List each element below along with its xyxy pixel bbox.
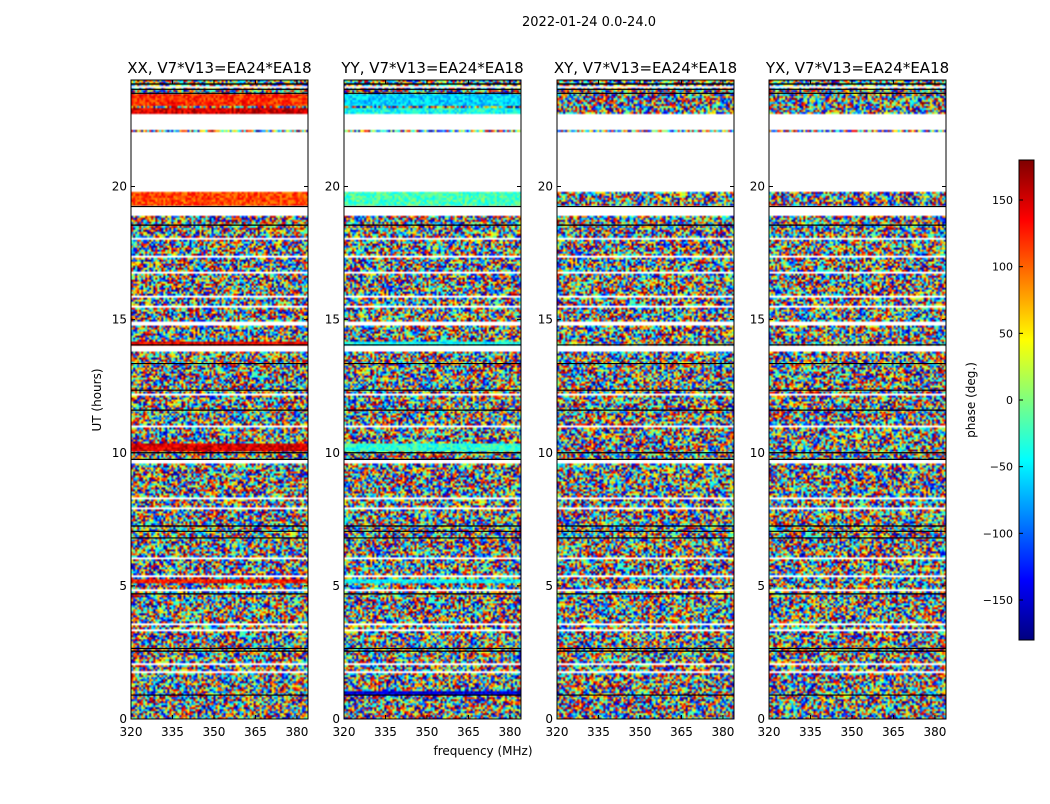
heatmap-image xyxy=(131,80,308,719)
panel-title: XY, V7*V13=EA24*EA18 xyxy=(554,59,737,77)
y-tick-label: 0 xyxy=(757,712,765,726)
heatmap-image xyxy=(769,80,946,719)
colorbar-tick-label: −150 xyxy=(983,594,1013,607)
panel-title: XX, V7*V13=EA24*EA18 xyxy=(127,59,311,77)
x-tick-label: 335 xyxy=(161,725,184,739)
x-tick-label: 320 xyxy=(758,725,781,739)
y-tick-label: 15 xyxy=(112,313,127,327)
x-tick-label: 365 xyxy=(670,725,693,739)
colorbar-tick-label: −50 xyxy=(990,461,1013,474)
y-axis-label: UT (hours) xyxy=(90,368,104,431)
panel-title: YX, V7*V13=EA24*EA18 xyxy=(765,59,949,77)
x-tick-label: 320 xyxy=(546,725,569,739)
colorbar-tick-label: 50 xyxy=(999,327,1013,340)
y-tick-label: 10 xyxy=(325,446,340,460)
x-tick-label: 380 xyxy=(285,725,308,739)
x-tick-label: 380 xyxy=(923,725,946,739)
panel-yy: YY, V7*V13=EA24*EA18 320 335 350 365 380 0 5 10 1… xyxy=(325,59,524,739)
heatmap-image xyxy=(344,80,521,719)
colorbar-tick-label: 150 xyxy=(992,194,1013,207)
y-tick-label: 15 xyxy=(325,313,340,327)
y-tick-label: 10 xyxy=(112,446,127,460)
y-tick-label: 0 xyxy=(545,712,553,726)
y-tick-label: 20 xyxy=(112,180,127,194)
y-tick-label: 0 xyxy=(332,712,340,726)
x-axis-label: frequency (MHz) xyxy=(433,744,532,758)
colorbar-tick-label: 0 xyxy=(1006,394,1013,407)
x-tick-label: 320 xyxy=(120,725,143,739)
x-tick-label: 320 xyxy=(333,725,356,739)
y-tick-label: 15 xyxy=(538,313,553,327)
x-tick-label: 350 xyxy=(841,725,864,739)
x-tick-label: 380 xyxy=(498,725,521,739)
y-tick-label: 20 xyxy=(750,180,765,194)
x-tick-label: 350 xyxy=(203,725,226,739)
panel-xx: XX, V7*V13=EA24*EA18 320 335 350 365 380 0 5 10 1… xyxy=(112,59,312,739)
x-tick-label: 380 xyxy=(711,725,734,739)
x-tick-label: 350 xyxy=(416,725,439,739)
plot-frame xyxy=(343,79,522,720)
colorbar-tick-label: −100 xyxy=(983,527,1013,540)
x-tick-label: 335 xyxy=(799,725,822,739)
plot-frame xyxy=(130,79,309,720)
y-tick-label: 5 xyxy=(119,579,127,593)
y-tick-label: 5 xyxy=(757,579,765,593)
colorbar-label: phase (deg.) xyxy=(964,362,978,438)
y-tick-label: 0 xyxy=(119,712,127,726)
panel-yx: YX, V7*V13=EA24*EA18 320 335 350 365 380 0 5 10 1… xyxy=(750,59,949,739)
y-tick-label: 5 xyxy=(545,579,553,593)
panel-xy: XY, V7*V13=EA24*EA18 320 335 350 365 380 0 5 10 1… xyxy=(538,59,737,739)
heatmap-image xyxy=(557,80,734,719)
y-tick-label: 15 xyxy=(750,313,765,327)
figure-suptitle: 2022-01-24 0.0-24.0 xyxy=(522,15,656,30)
colorbar-tick-label: 100 xyxy=(992,261,1013,274)
colorbar-ticks: −150 −100 −50 0 50 100 150 xyxy=(983,194,1023,607)
x-tick-label: 365 xyxy=(457,725,480,739)
plot-frame xyxy=(556,79,735,720)
colorbar: −150 −100 −50 0 50 100 150 phase (deg.) xyxy=(964,159,1035,641)
y-tick-label: 20 xyxy=(325,180,340,194)
x-tick-label: 335 xyxy=(374,725,397,739)
panel-title: YY, V7*V13=EA24*EA18 xyxy=(340,59,523,77)
x-tick-label: 350 xyxy=(629,725,652,739)
x-tick-label: 365 xyxy=(244,725,267,739)
panels: XX, V7*V13=EA24*EA18 320 335 350 365 380 0 5 10 1… xyxy=(112,59,949,739)
y-tick-label: 5 xyxy=(332,579,340,593)
y-tick-label: 10 xyxy=(750,446,765,460)
x-tick-label: 335 xyxy=(587,725,610,739)
x-tick-label: 365 xyxy=(882,725,905,739)
y-tick-label: 20 xyxy=(538,180,553,194)
plot-frame xyxy=(768,79,947,720)
y-tick-label: 10 xyxy=(538,446,553,460)
